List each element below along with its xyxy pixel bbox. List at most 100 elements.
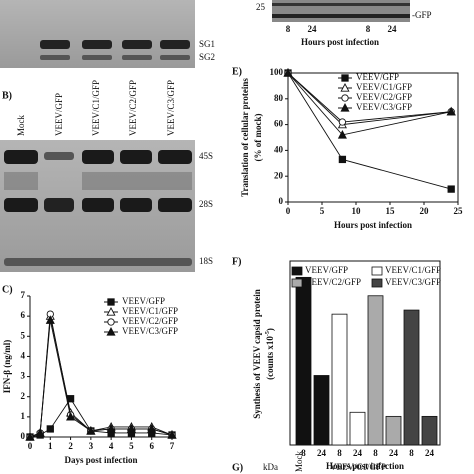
panel-label: B)	[2, 90, 12, 101]
panel-label: C)	[2, 284, 13, 295]
y-tick-label: 7	[21, 290, 26, 300]
gel-band	[272, 14, 410, 18]
y-tick-label: 100	[270, 67, 284, 77]
plot-frame	[287, 72, 459, 203]
x-tick-label: 8	[409, 448, 414, 458]
y-tick-label: 1	[21, 411, 26, 421]
x-tick-label: 0	[28, 441, 33, 451]
axis-label: Hours post infection	[326, 461, 404, 471]
marker	[25, 432, 35, 441]
x-tick-label: 8	[373, 448, 378, 458]
axis-label: (counts x10-5)	[265, 328, 275, 380]
x-tick-label: 15	[386, 206, 396, 216]
legend-swatch	[291, 278, 303, 288]
x-tick-label: 5	[129, 441, 134, 451]
band-label: SG1	[199, 39, 215, 49]
legend-label: VEEV/C3/GFP	[122, 326, 178, 336]
y-tick-label: 60	[274, 119, 284, 129]
bar	[385, 415, 402, 446]
marker	[283, 68, 293, 77]
marker	[446, 106, 456, 116]
lane-label: 8	[286, 24, 291, 34]
axis-label: Hours post infection	[301, 37, 379, 47]
legend-label: VEEV/C1/GFP	[385, 265, 441, 275]
bar	[313, 375, 330, 446]
x-tick-label: 1	[48, 441, 53, 451]
legend-label: VEEV/GFP	[356, 72, 399, 82]
legend-marker	[106, 327, 116, 336]
x-tick-label: 8	[301, 448, 306, 458]
x-tick-label: 6	[149, 441, 154, 451]
x-tick-label: 24	[353, 448, 363, 458]
axis-label: IFN-β (ng/ml)	[2, 340, 12, 394]
y-tick-label: 5	[21, 330, 26, 340]
marker	[338, 118, 347, 126]
legend-marker	[107, 318, 115, 326]
axis-label: Days post infection	[64, 455, 137, 465]
legend-marker	[106, 307, 116, 316]
y-tick-label: 4	[21, 350, 26, 360]
marker	[447, 185, 455, 193]
axis-label: Hours post infection	[334, 220, 412, 230]
legend-label: VEEV/C2/GFP	[305, 277, 361, 287]
x-tick-label: 7	[170, 441, 175, 451]
marker	[106, 423, 116, 433]
y-tick-label: 0	[21, 431, 26, 441]
band-label: -GFP	[412, 10, 432, 20]
legend-marker	[341, 74, 349, 82]
bar	[349, 411, 366, 446]
axis-label: Synthesis of VEEV capsid protein	[252, 289, 262, 419]
series-line	[29, 320, 173, 438]
panel-label: G)	[232, 462, 243, 473]
lane-label: Mock	[294, 451, 304, 472]
x-tick-label: 5	[320, 206, 325, 216]
lane-label: 24	[308, 24, 318, 34]
marker	[147, 423, 157, 433]
bar	[331, 313, 348, 446]
bar	[367, 295, 384, 446]
lane-label: VEEV/C1/GFP	[91, 80, 101, 136]
marker	[338, 155, 347, 164]
marker	[45, 315, 55, 324]
axis-label-sup: -5	[265, 331, 271, 336]
x-tick-label: 0	[286, 206, 291, 216]
gel-bands	[4, 150, 192, 266]
marker	[46, 425, 54, 433]
bar	[295, 276, 312, 446]
y-tick-label: 2	[21, 391, 26, 401]
legend-label: VEEV/C2/GFP	[356, 92, 412, 102]
x-tick-label: 24	[389, 448, 399, 458]
band-label: 28S	[199, 199, 213, 209]
marker	[167, 430, 177, 439]
x-tick-label: 2	[68, 441, 73, 451]
legend-label: VEEV/GFP	[122, 296, 165, 306]
y-tick-label: 80	[274, 93, 284, 103]
axis-label: Translation of cellular proteins	[240, 78, 250, 197]
band-label: 45S	[199, 151, 213, 161]
marker	[86, 425, 96, 435]
legend-label: VEEV/C1/GFP	[122, 306, 178, 316]
legend-marker	[341, 94, 349, 102]
legend-swatch	[371, 266, 383, 276]
legend-label: VEEV/C3/GFP	[385, 277, 441, 287]
axis-label: (% of mock)	[253, 114, 263, 162]
lane-label: 24	[388, 24, 398, 34]
gel-bands	[40, 40, 190, 60]
lane-label: VEEV/C2/GFP	[128, 80, 138, 136]
legend-marker	[340, 103, 350, 112]
lane-label: 8	[366, 24, 371, 34]
legend-label: VEEV/GFP	[305, 265, 348, 275]
y-tick-label: 6	[21, 310, 26, 320]
axis-label-part: (counts x10	[265, 336, 275, 380]
x-tick-label: 3	[89, 441, 94, 451]
bar	[403, 309, 420, 446]
x-tick-label: 24	[317, 448, 327, 458]
legend-label: VEEV/C1/GFP	[356, 82, 412, 92]
lane-label: VEEV/C1/GFP	[330, 462, 386, 472]
x-tick-label: 25	[454, 206, 464, 216]
band-label: SG2	[199, 52, 215, 62]
marker-label: 25	[256, 2, 266, 12]
x-tick-label: 20	[420, 206, 430, 216]
x-tick-label: 4	[109, 441, 114, 451]
